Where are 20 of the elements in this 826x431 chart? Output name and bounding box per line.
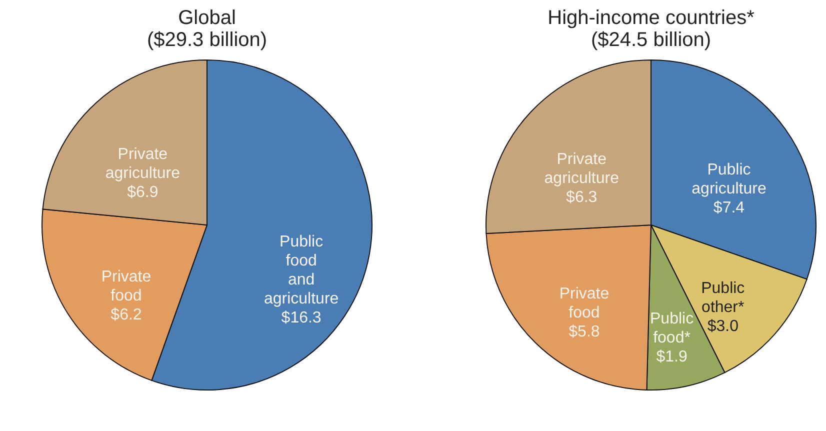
slice-label: Public other*	[701, 280, 745, 316]
slice-label: Private food	[559, 286, 610, 322]
slice-label: Private agriculture	[544, 151, 620, 188]
chart-subtitle: ($29.3 billion)	[146, 29, 268, 51]
data-label: $7.4	[713, 200, 745, 217]
data-label: $6.2	[110, 306, 142, 324]
chart-title: Global	[178, 7, 236, 29]
data-label: $16.3	[281, 309, 322, 326]
slice-label: Public agriculture	[692, 162, 766, 198]
data-label: $5.8	[568, 324, 600, 341]
data-label: $6.9	[127, 184, 158, 202]
slice-label: Private food	[101, 268, 152, 304]
slice-label: Public food and agriculture	[264, 233, 339, 308]
slice-label: Private agriculture	[105, 146, 180, 182]
data-label: $1.9	[656, 348, 688, 366]
chart-title: High-income countries*	[548, 7, 755, 29]
data-label: $3.0	[707, 318, 739, 336]
slice-label: Public food*	[650, 310, 694, 346]
chart-subtitle: ($24.5 billion)	[590, 29, 712, 51]
data-label: $6.3	[566, 189, 598, 206]
